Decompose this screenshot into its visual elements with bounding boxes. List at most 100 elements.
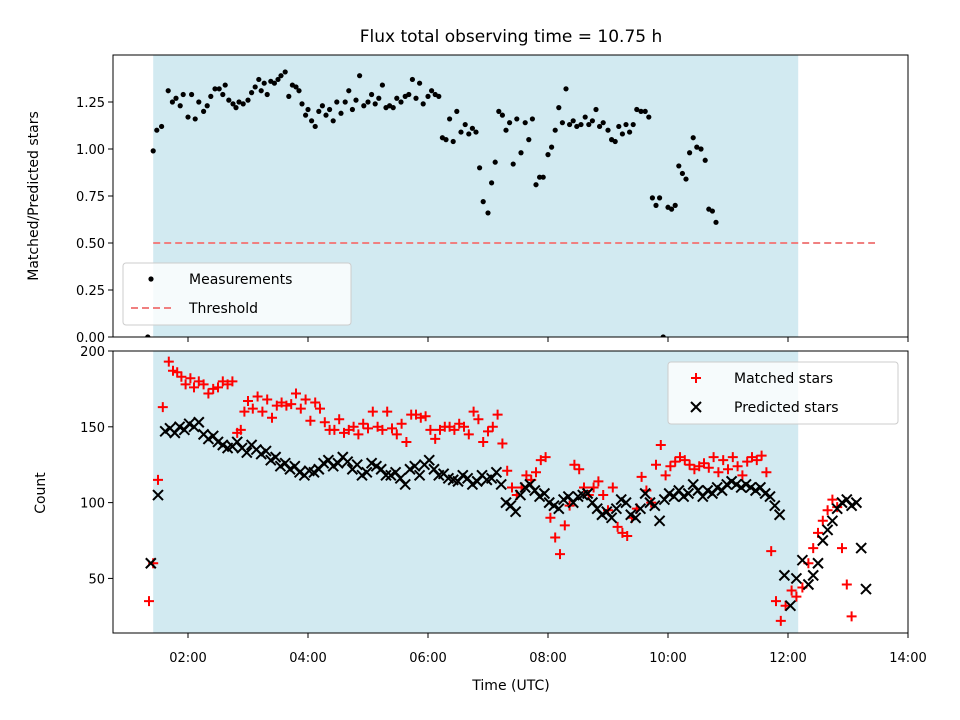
predicted-star-point (399, 478, 411, 491)
measurement-point (413, 95, 419, 101)
predicted-star-point (269, 451, 282, 463)
measurement-point (574, 123, 580, 130)
predicted-star-point (682, 487, 695, 500)
measurement-point (379, 82, 385, 88)
measurement-point (409, 76, 415, 83)
matched-star-point (459, 421, 469, 432)
x-tick-label: 02:00 (169, 651, 206, 666)
matched-star-point (227, 376, 238, 387)
measurement-point (361, 103, 367, 109)
legend-label: Measurements (189, 272, 292, 288)
matched-star-point (463, 429, 474, 440)
matched-star-point (593, 476, 604, 487)
matched-star-point (756, 450, 767, 461)
measurement-point (694, 144, 700, 150)
matched-star-point (492, 409, 503, 420)
matched-star-point (708, 452, 719, 463)
predicted-star-point (145, 557, 157, 569)
legend-label: Matched stars (734, 371, 833, 387)
matched-star-point (555, 549, 565, 560)
measurement-point (293, 84, 299, 90)
measurement-point (212, 86, 218, 92)
measurement-point (563, 86, 569, 92)
matched-star-point (300, 394, 311, 405)
measurement-point (450, 138, 456, 145)
matched-star-point (732, 461, 743, 472)
measurement-point (443, 137, 449, 143)
matched-star-point (507, 482, 517, 493)
measurement-point (275, 76, 281, 83)
measurement-point (657, 195, 663, 201)
measurement-point (154, 127, 160, 133)
predicted-star-point (850, 496, 863, 509)
measurement-point (150, 148, 156, 154)
predicted-star-point (649, 499, 661, 512)
measurement-point (222, 82, 228, 88)
x-tick-label: 06:00 (409, 651, 446, 666)
measurement-point (529, 116, 536, 122)
legend-box (667, 361, 899, 425)
matched-star-point (727, 452, 738, 463)
matched-star-point (841, 579, 852, 590)
legend-label: Threshold (188, 301, 258, 317)
measurement-point (249, 90, 255, 96)
matched-star-point (766, 546, 777, 557)
measurement-point (649, 195, 656, 201)
matched-star-point (295, 403, 306, 414)
measurement-point (323, 112, 329, 118)
matched-star-point (185, 373, 196, 384)
matched-star-point (189, 382, 199, 393)
x-tick-label: 10:00 (649, 651, 686, 666)
measurement-point (204, 103, 210, 109)
matched-star-point (497, 438, 508, 449)
measurement-point (466, 131, 472, 137)
measurement-point (496, 108, 502, 114)
predicted-star-point (152, 489, 164, 501)
predicted-star-point (409, 460, 421, 472)
matched-star-point (660, 470, 671, 481)
predicted-star-point (495, 478, 507, 491)
matched-star-point (521, 470, 532, 481)
measurement-point (357, 73, 363, 79)
measurement-point (669, 206, 675, 212)
predicted-star-point (581, 487, 594, 500)
x-tick-label: 12:00 (769, 651, 806, 666)
matched-star-point (545, 512, 556, 523)
measurement-point (299, 101, 305, 107)
matched-star-point (771, 596, 781, 607)
predicted-star-point (790, 572, 803, 585)
matched-star-point (651, 459, 661, 470)
measurement-point (540, 174, 546, 180)
matched-star-point (310, 397, 321, 408)
matched-star-point (291, 388, 301, 399)
matched-star-point (281, 400, 292, 411)
measurement-point (173, 95, 179, 101)
predicted-star-point (634, 502, 647, 515)
predicted-star-point (807, 569, 819, 582)
matched-star-point (679, 455, 690, 466)
measurement-point (338, 110, 344, 116)
predicted-star-point (653, 515, 666, 527)
measurement-point (593, 106, 599, 113)
measurement-point (660, 334, 666, 337)
predicted-star-point (361, 466, 373, 478)
matched-star-point (636, 471, 647, 482)
y-tick-label: 0.75 (76, 190, 105, 205)
plot-area (144, 356, 872, 626)
measurement-point (264, 91, 270, 98)
matched-star-point (348, 421, 359, 432)
matched-star-point (243, 396, 253, 407)
matched-star-point (612, 521, 623, 532)
top-panel: 0.00 0.25 0.50 0.75 1.00 1.25 Measurements Thre… (76, 54, 909, 346)
predicted-star-point (764, 490, 776, 503)
legend-measurement-swatch (148, 276, 154, 282)
legend-predicted-swatch (690, 401, 702, 413)
measurement-point (327, 106, 333, 113)
predicted-star-point (351, 459, 363, 471)
measurement-point (436, 93, 442, 99)
measurement-point (567, 121, 573, 128)
measurement-point (492, 159, 498, 165)
matched-star-point (607, 482, 618, 493)
measurement-point (271, 80, 277, 86)
